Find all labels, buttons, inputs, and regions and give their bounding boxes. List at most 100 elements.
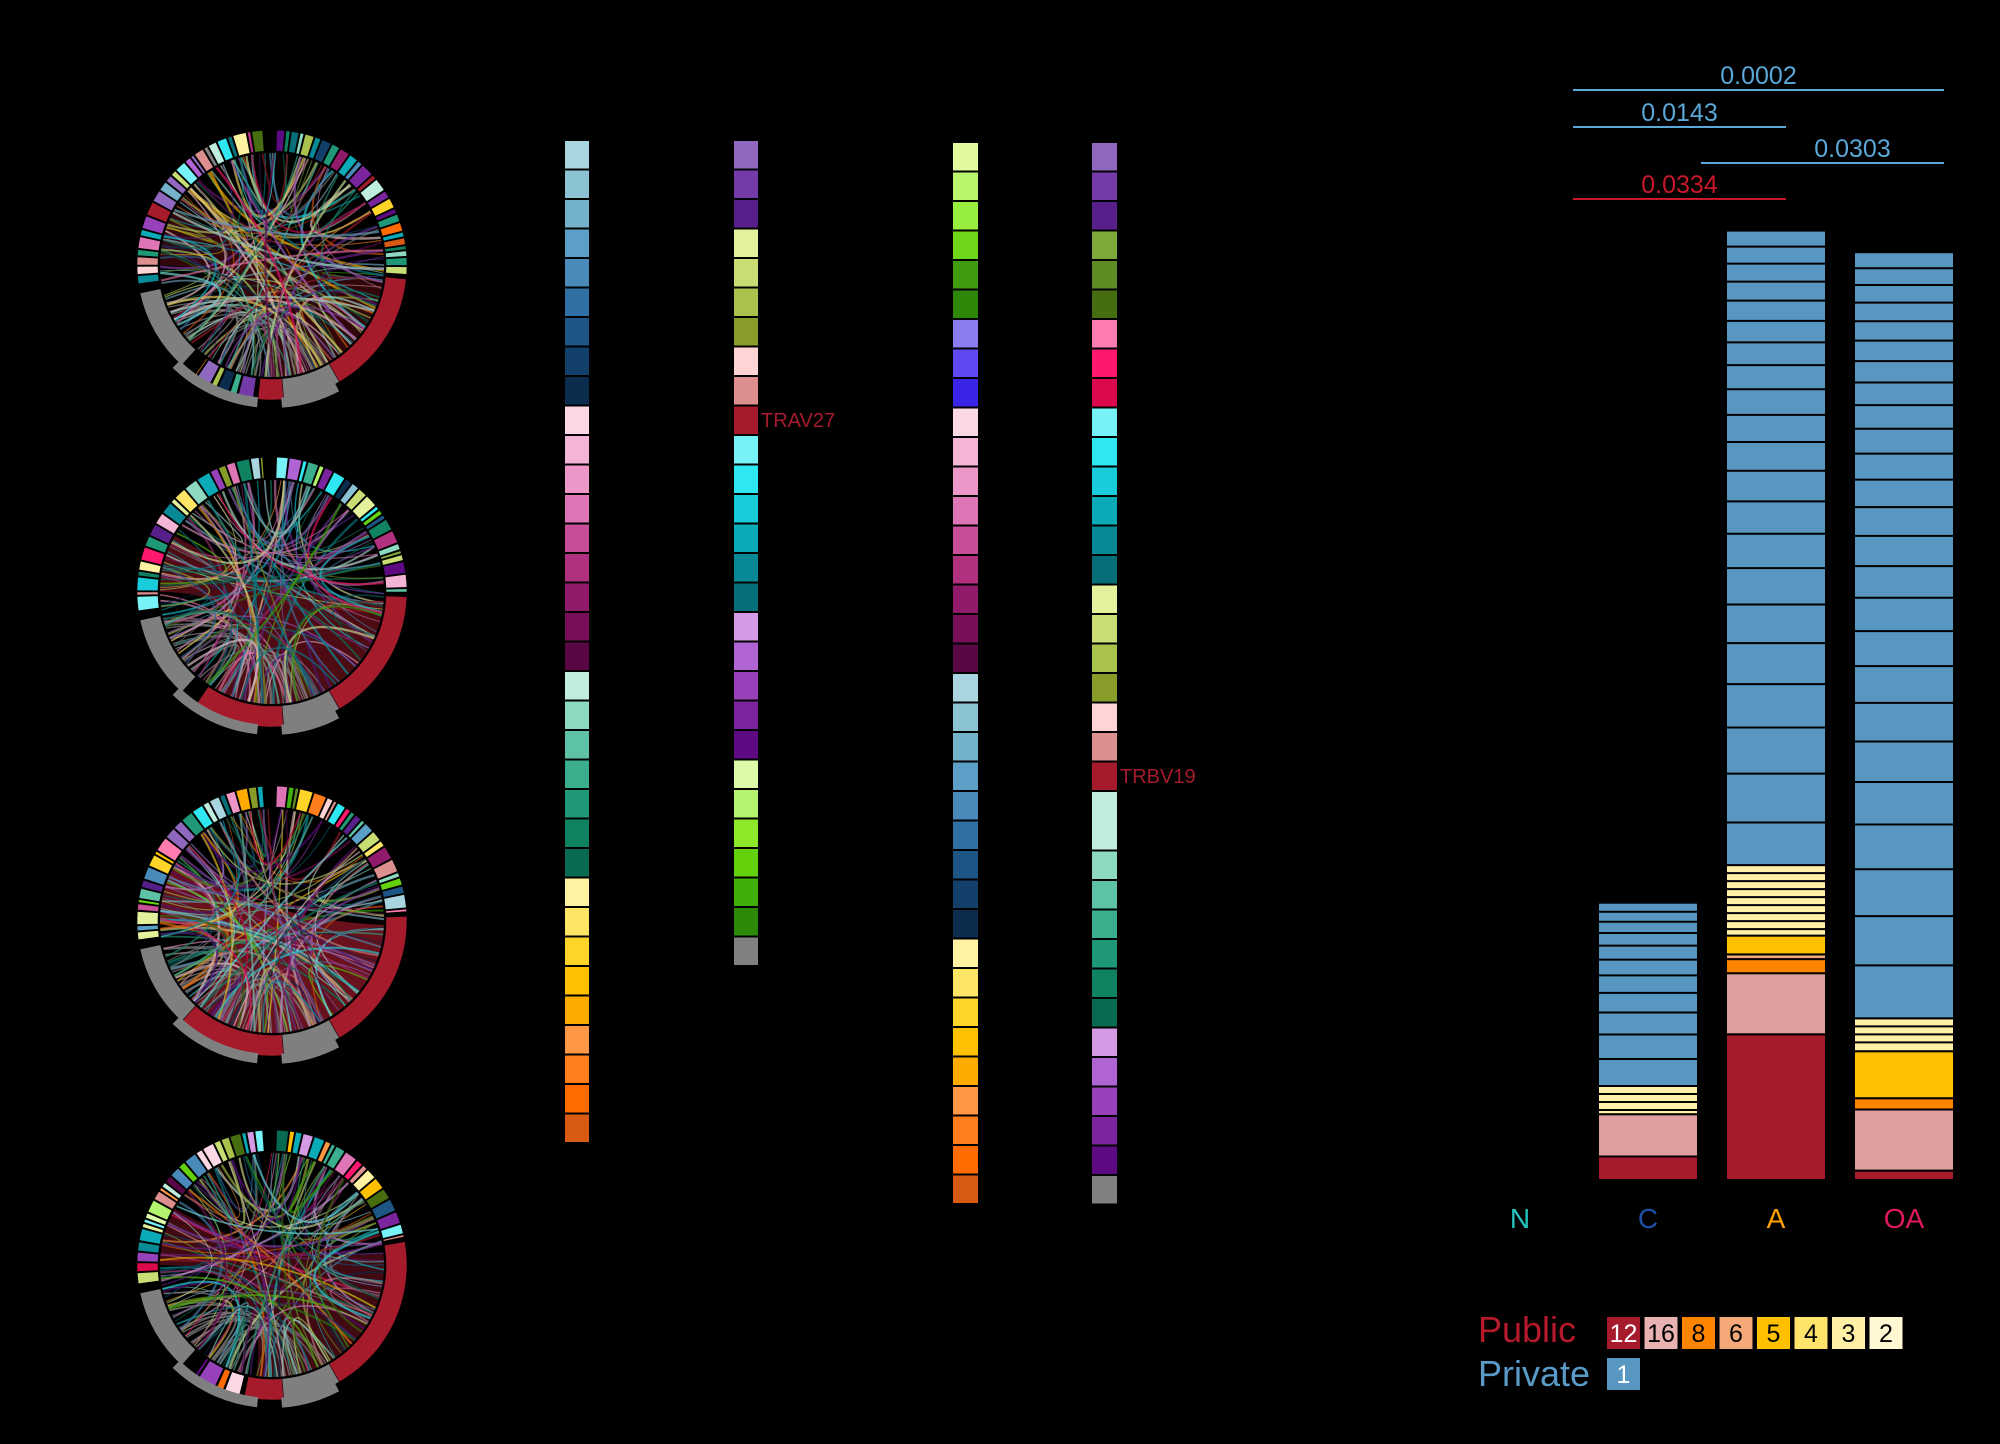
legend-swatch (953, 1028, 978, 1056)
chord-sector (385, 908, 407, 914)
legend-swatch (1092, 438, 1117, 466)
chord-sector (317, 1140, 332, 1163)
chord-ribbons (159, 1152, 385, 1378)
legend-swatch (953, 231, 978, 259)
legend-swatch (953, 733, 978, 761)
legend-swatch (1092, 556, 1117, 584)
chord-sector (385, 250, 408, 258)
chord-ribbon (160, 821, 240, 938)
chord-sector (385, 588, 408, 593)
chord-sector (184, 157, 204, 179)
chord-ribbon (281, 1153, 306, 1373)
legend-swatch (953, 349, 978, 377)
chord-ribbon (234, 650, 261, 704)
chord-sector (216, 137, 234, 162)
chord-ribbon (296, 491, 365, 553)
legend-swatch (734, 613, 758, 641)
chord-sector (345, 488, 367, 511)
legend-share-swatch (1832, 1317, 1865, 1349)
chord-ribbon (323, 546, 385, 595)
chord-sector (184, 1153, 208, 1179)
legend-swatch (1092, 615, 1117, 643)
chord-sector (147, 1199, 173, 1221)
chord-ribbon (167, 1223, 383, 1256)
legend-column-3 (953, 143, 978, 1203)
chord-sector (203, 146, 218, 168)
chord-ribbon (309, 887, 380, 1002)
chord-sector (286, 457, 303, 482)
legend-swatch (734, 701, 758, 729)
chord-ribbon (184, 1166, 241, 1220)
legend-swatch (565, 1085, 589, 1113)
legend-swatch (734, 731, 758, 759)
chord-sector (298, 460, 308, 483)
chord-ribbon (247, 482, 370, 649)
chord-ribbon (261, 153, 289, 203)
chord-sector (178, 1162, 199, 1183)
chord-ribbon (167, 1224, 373, 1316)
bar-segment-5 (1853, 1050, 1955, 1100)
chord-ribbon (304, 1166, 344, 1212)
chord-ribbon (171, 480, 285, 565)
chord-sector (366, 846, 392, 869)
legend-swatch (1092, 1146, 1117, 1174)
chord-ribbon (186, 638, 260, 702)
chord-ribbon (207, 499, 317, 696)
chord-ribbons (159, 479, 385, 705)
chord-ribbon (189, 314, 235, 353)
legend-swatch (953, 792, 978, 820)
legend-swatch (1092, 969, 1117, 997)
legend-swatch (1092, 290, 1117, 318)
legend-swatch (565, 583, 589, 611)
legend-share-count: 5 (1767, 1320, 1781, 1348)
legend-swatch (1092, 910, 1117, 938)
legend-swatch (734, 288, 758, 316)
chord-ribbon (163, 236, 379, 302)
chord-sector (356, 174, 377, 193)
significance-bracket: 0.0143 (1573, 99, 1786, 128)
legend-swatch (953, 408, 978, 436)
chord-sector (334, 478, 352, 501)
legend-swatch (953, 379, 978, 407)
chord-sector (376, 1211, 401, 1230)
chord-sector (137, 236, 161, 252)
chord-ribbon (292, 1316, 331, 1374)
legend-swatch (734, 849, 758, 877)
legend-swatch (734, 406, 758, 434)
chord-ribbon (295, 312, 329, 369)
chord-ribbon (198, 179, 383, 255)
chord-sector (365, 514, 386, 531)
legend-swatch (734, 908, 758, 936)
chord-ribbon (160, 932, 219, 1004)
chord-ribbon (184, 1194, 372, 1318)
chord-sector (208, 141, 225, 165)
chord-sector (165, 175, 187, 195)
legend-share-count: 6 (1729, 1320, 1743, 1348)
chord-ribbon (173, 298, 357, 340)
legend-share-count: 12 (1610, 1320, 1638, 1348)
legend-swatch (953, 1146, 978, 1174)
legend-swatch (953, 615, 978, 643)
chord-sector (137, 570, 160, 579)
chord-sector (225, 790, 241, 815)
chord-sector (251, 130, 265, 153)
chord-sector (246, 1130, 257, 1154)
chord-sector (241, 1132, 250, 1155)
significance-bracket: 0.0002 (1573, 62, 1944, 91)
chord-ribbon (188, 155, 299, 342)
chord-ribbon (239, 813, 256, 1032)
chord-sector (299, 133, 315, 158)
chord-sector (352, 1169, 376, 1192)
legend-swatch (565, 819, 589, 847)
chord-sector (246, 131, 255, 154)
chord-ribbon (227, 488, 330, 547)
chord-ribbon (242, 483, 311, 535)
legend-swatch (565, 406, 589, 434)
chord-ribbon (161, 1156, 303, 1250)
chord-sector (152, 190, 178, 212)
chord-sector (257, 786, 265, 808)
chord-sector (350, 823, 373, 846)
legend-swatch (565, 613, 589, 641)
legend-swatch (1092, 1028, 1117, 1056)
chord-sector (155, 513, 180, 535)
